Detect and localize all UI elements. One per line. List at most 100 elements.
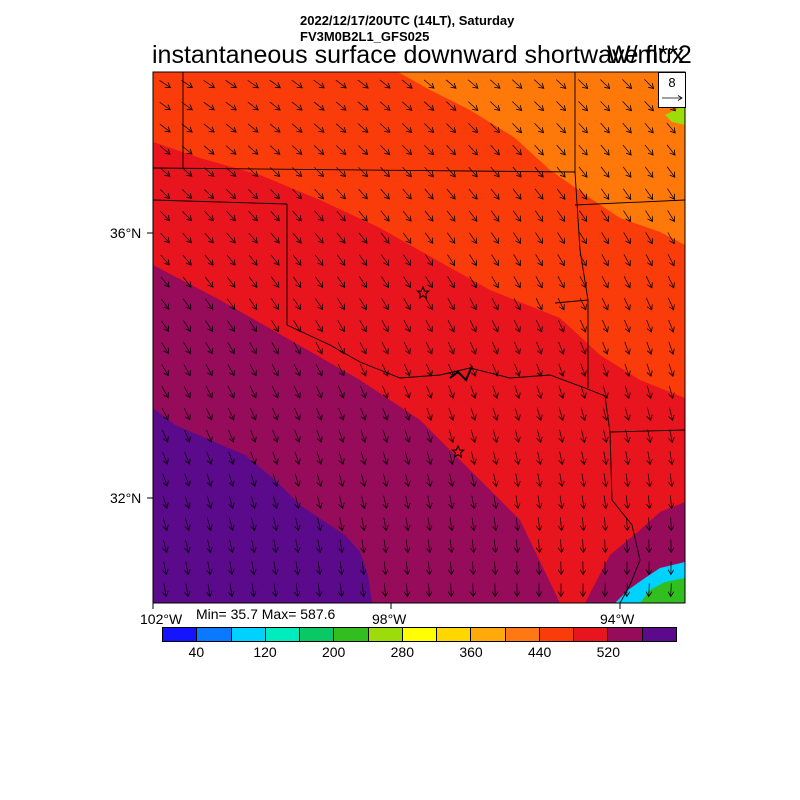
wind-arrow xyxy=(380,254,388,266)
datetime-title: 2022/12/17/20UTC (14LT), Saturday xyxy=(300,13,515,28)
wind-arrow xyxy=(450,495,452,509)
wind-arrow xyxy=(600,122,610,133)
wind-arrow xyxy=(446,210,455,221)
wind-arrow xyxy=(622,188,630,200)
wind-arrow xyxy=(384,539,386,553)
wind-arrow xyxy=(183,407,190,420)
wind-arrow xyxy=(428,561,429,575)
wind-arrow xyxy=(670,451,672,465)
wind-arrow xyxy=(404,385,410,398)
wind-arrow xyxy=(296,583,297,597)
wind-arrow xyxy=(207,495,211,508)
wind-arrow xyxy=(272,429,278,442)
wind-arrow xyxy=(381,342,388,354)
wind-arrow xyxy=(445,79,456,88)
wind-arrow xyxy=(556,101,565,110)
wind-arrow xyxy=(225,145,236,154)
wind-arrow xyxy=(337,364,344,376)
wind-arrow xyxy=(582,473,584,487)
wind-arrow xyxy=(538,539,539,553)
wind-arrow xyxy=(313,101,324,110)
wind-arrow xyxy=(645,210,653,222)
wind-arrow xyxy=(361,451,365,464)
wind-arrow xyxy=(405,451,409,464)
wind-arrow xyxy=(252,539,255,553)
wind-arrow xyxy=(405,429,409,442)
wind-arrow xyxy=(425,254,432,266)
wind-arrow xyxy=(490,210,499,221)
wind-arrow xyxy=(644,122,653,133)
wind-arrow xyxy=(667,232,674,243)
wind-arrow xyxy=(404,407,409,420)
wind-arrow xyxy=(362,539,364,553)
wind-arrow xyxy=(335,79,346,88)
wind-arrow xyxy=(492,363,498,376)
wind-arrow xyxy=(358,210,367,221)
wind-arrow xyxy=(406,517,408,531)
wind-arrow xyxy=(493,451,496,465)
wind-arrow xyxy=(160,189,169,199)
wind-arrow xyxy=(317,495,320,509)
wind-arrow xyxy=(163,495,167,508)
wind-arrow xyxy=(271,320,279,331)
boundary-line xyxy=(449,365,473,382)
wind-arrow xyxy=(407,583,408,597)
wind-arrow xyxy=(182,276,191,287)
wind-arrow xyxy=(535,276,542,287)
wind-arrow xyxy=(470,407,475,420)
wind-arrow xyxy=(248,276,257,287)
wind-arrow xyxy=(362,517,364,531)
wind-arrow xyxy=(670,429,673,443)
wind-arrow xyxy=(182,254,191,265)
wind-arrow xyxy=(492,385,497,398)
wind-arrow xyxy=(557,254,565,265)
wind-arrow xyxy=(227,386,234,398)
wind-arrow xyxy=(622,101,632,110)
lat-label-36n: 36°N xyxy=(110,225,142,241)
wind-arrow xyxy=(293,385,299,398)
wind-arrow xyxy=(468,123,477,132)
wind-arrow xyxy=(315,385,321,398)
wind-arrow xyxy=(469,254,476,266)
wind-arrow xyxy=(225,80,237,87)
colorbar-segment xyxy=(231,628,266,641)
wind-arrow xyxy=(271,298,278,310)
wind-arrow xyxy=(335,101,346,110)
wind-arrow xyxy=(383,451,387,464)
wind-arrow xyxy=(446,145,456,154)
wind-arrow xyxy=(423,101,434,111)
wind-arrow xyxy=(602,363,607,376)
wind-arrow xyxy=(622,122,632,133)
wind-arrow xyxy=(538,473,540,487)
star-marker xyxy=(416,285,430,300)
colorbar-label: 520 xyxy=(596,644,621,660)
wind-arrow xyxy=(561,539,562,553)
wind-arrow xyxy=(203,167,214,177)
wind-arrow xyxy=(401,79,412,88)
wind-arrow xyxy=(578,188,587,199)
wind-arrow xyxy=(291,79,302,88)
wind-arrow xyxy=(203,80,215,87)
wind-arrow xyxy=(162,429,167,442)
wind-arrow xyxy=(226,211,236,220)
wind-arrow xyxy=(428,539,430,553)
wind-arrow xyxy=(624,341,630,354)
wind-arrow xyxy=(182,189,191,199)
wind-arrow xyxy=(406,495,409,509)
wind-arrow xyxy=(315,342,322,353)
colorbar xyxy=(162,627,677,642)
wind-arrow xyxy=(493,407,497,420)
wind-arrow xyxy=(205,407,212,420)
colorbar-label: 280 xyxy=(390,644,415,660)
boundary-line xyxy=(554,299,589,388)
wind-arrow xyxy=(270,189,279,198)
wind-arrow xyxy=(534,123,544,132)
wind-arrow xyxy=(424,232,433,244)
wind-arrow xyxy=(359,320,366,331)
colorbar-segment xyxy=(334,628,369,641)
wind-arrow xyxy=(494,539,495,553)
wind-arrow xyxy=(380,232,389,243)
wind-arrow xyxy=(204,232,214,243)
boundary-line xyxy=(609,431,641,603)
wind-arrow xyxy=(425,298,432,309)
